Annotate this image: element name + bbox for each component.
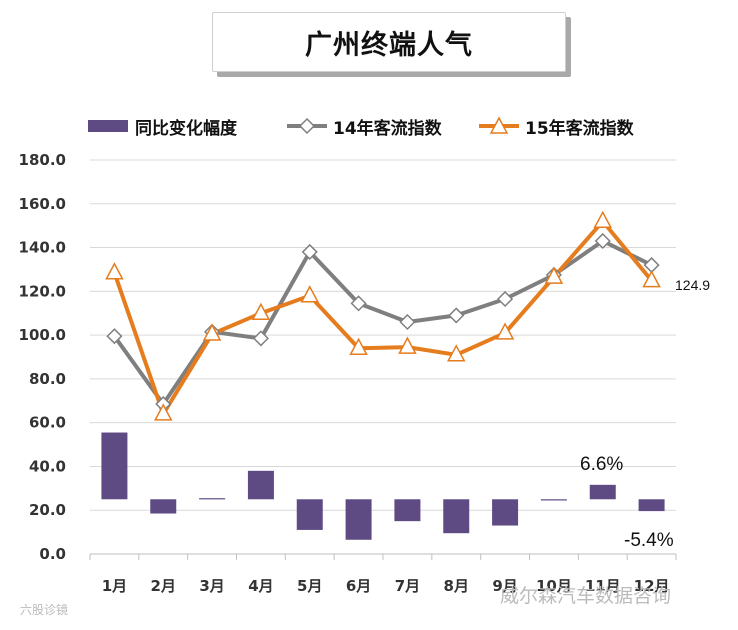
series-point-14 <box>594 232 611 250</box>
legend-series15-label: 15年客流指数 <box>525 118 635 139</box>
series-point-14 <box>350 295 367 312</box>
y-tick-label: 80.0 <box>29 370 66 388</box>
watermark-left: 六股诊镜 <box>20 602 68 617</box>
change-bars <box>101 432 665 540</box>
series-point-15 <box>251 302 271 320</box>
x-tick-label: 1月 <box>102 577 127 595</box>
change-bar <box>394 499 421 522</box>
chart-title: 广州终端人气 <box>305 29 473 61</box>
x-tick-label: 6月 <box>346 577 371 595</box>
series-point-14 <box>399 313 416 331</box>
series-point-14 <box>643 257 660 274</box>
series-point-15 <box>105 262 124 280</box>
x-tick-label: 12月 <box>634 577 670 595</box>
y-tick-label: 20.0 <box>29 501 66 519</box>
y-tick-label: 160.0 <box>19 195 66 213</box>
series-line-15 <box>112 219 654 416</box>
change-bar <box>638 499 665 512</box>
chart-title-box: 广州终端人气 <box>212 12 566 72</box>
legend-series14-marker <box>298 117 316 135</box>
y-tick-label: 180.0 <box>19 151 66 169</box>
legend-bar-label: 同比变化幅度 <box>135 118 238 139</box>
change-bar <box>492 499 519 526</box>
x-tick-label: 10月 <box>536 577 572 595</box>
series-point-15 <box>593 210 612 229</box>
series-point-14 <box>252 330 269 347</box>
series-point-15 <box>349 337 368 355</box>
y-axis-ticks: 0.0 20.0 40.0 60.0 80.0 100.0 120.0 140.0 160.0 1… <box>19 151 66 563</box>
y-tick-label: 0.0 <box>39 545 66 563</box>
gridlines <box>90 159 676 555</box>
y-tick-label: 120.0 <box>19 282 66 300</box>
series-point-14 <box>301 243 318 260</box>
legend-series14-label: 14年客流指数 <box>333 118 443 139</box>
x-tick-label: 11月 <box>585 577 621 595</box>
change-bar <box>540 499 567 501</box>
change-bar <box>296 499 323 530</box>
series-point-15 <box>398 336 417 354</box>
y-tick-label: 40.0 <box>29 457 66 475</box>
series-point-15 <box>544 266 564 284</box>
x-tick-label: 8月 <box>444 577 469 595</box>
change-bar <box>345 499 372 540</box>
change-bar <box>247 470 274 500</box>
nov-change-label: 6.6% <box>580 454 623 475</box>
x-tick-label: 5月 <box>297 577 322 595</box>
x-tick-label: 4月 <box>248 577 273 595</box>
x-axis-ticks: 1月 2月 3月 4月 5月 6月 7月 8月 9月 10月 11月 12月 <box>89 554 677 595</box>
series-lines <box>105 210 661 421</box>
series-point-14 <box>106 328 123 345</box>
x-tick-label: 9月 <box>492 577 517 595</box>
change-bar <box>150 499 177 514</box>
x-tick-label: 7月 <box>395 577 420 595</box>
change-bar <box>589 484 616 500</box>
legend-bar-swatch <box>88 120 128 132</box>
legend-series15-marker <box>489 116 509 134</box>
series-line-14 <box>112 238 653 407</box>
last-value-label: 124.9 <box>675 277 710 293</box>
change-bar <box>199 498 226 500</box>
series-point-14 <box>448 307 465 324</box>
dec-change-label: -5.4% <box>624 530 674 551</box>
y-tick-label: 140.0 <box>19 239 66 257</box>
y-tick-label: 60.0 <box>29 414 66 432</box>
legend: 同比变化幅度 14年客流指数 15年客流指数 <box>88 116 635 139</box>
series-point-15 <box>202 323 222 341</box>
series-point-15 <box>154 403 173 421</box>
series-point-15 <box>495 322 515 340</box>
x-tick-label: 2月 <box>151 577 176 595</box>
change-bar <box>443 499 470 534</box>
change-bar <box>101 432 128 500</box>
y-tick-label: 100.0 <box>19 326 66 344</box>
series-point-15 <box>642 270 661 288</box>
watermark-right: 威尔森汽车数据咨询 <box>500 585 671 607</box>
series-point-15 <box>447 344 466 362</box>
series-point-14 <box>497 290 514 308</box>
x-tick-label: 3月 <box>199 577 224 595</box>
series-point-15 <box>300 285 319 303</box>
